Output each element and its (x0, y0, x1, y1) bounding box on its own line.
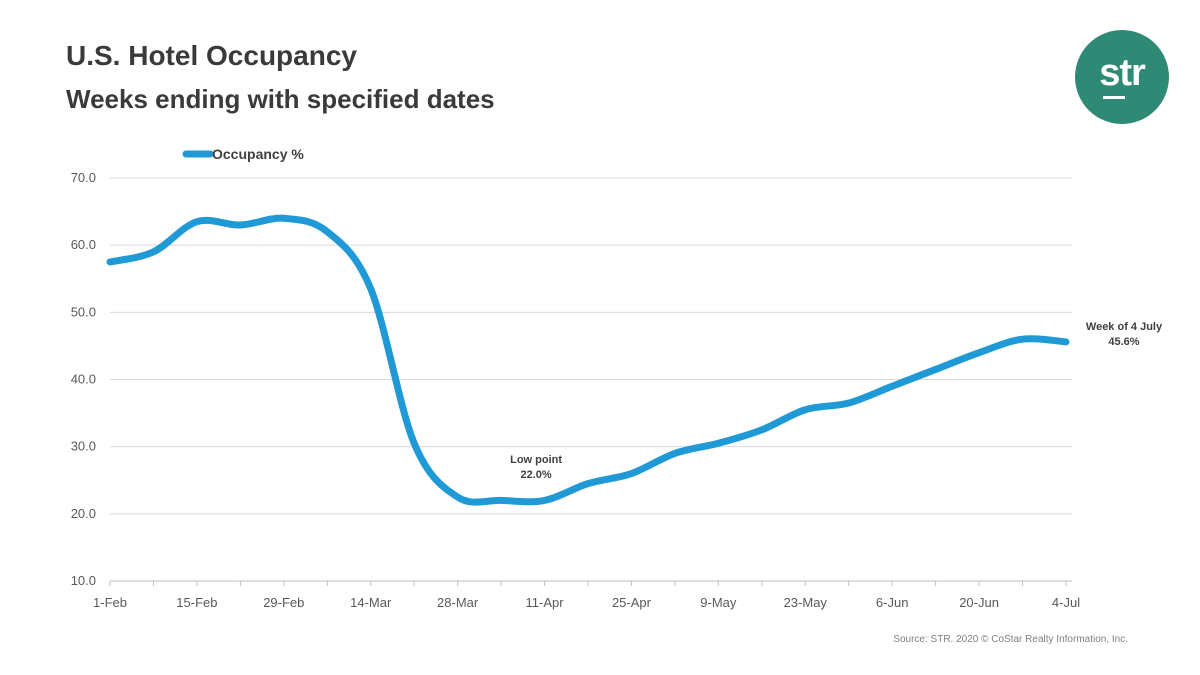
x-tick-label: 6-Jun (876, 595, 909, 610)
source-note: Source: STR. 2020 © CoStar Realty Inform… (893, 634, 1128, 645)
x-tick-label: 25-Apr (612, 595, 652, 610)
x-tick-label: 23-May (784, 595, 828, 610)
y-tick-label: 30.0 (71, 439, 96, 454)
y-tick-label: 20.0 (71, 506, 96, 521)
x-tick-label: 11-Apr (526, 595, 565, 610)
str-logo-text: str (1099, 51, 1146, 94)
chart-gridlines (110, 177, 1072, 515)
annotation-line1: Week of 4 July (1086, 321, 1163, 333)
chart-subtitle: Weeks ending with specified dates (66, 84, 495, 114)
str-logo: str (1075, 30, 1169, 124)
annotation-line2: 22.0% (520, 469, 551, 481)
legend-label: Occupancy % (212, 146, 304, 162)
y-tick-label: 40.0 (71, 372, 96, 387)
y-tick-label: 10.0 (71, 573, 96, 588)
chart-series (106, 214, 1070, 506)
occupancy-series-line (106, 214, 1070, 506)
chart-annotations: Low point 22.0% Week of 4 July 45.6% (510, 321, 1163, 481)
x-axis: 1-Feb 15-Feb 29-Feb 14-Mar 28-Mar 11-Apr 25-Ap… (93, 580, 1080, 610)
chart-title: U.S. Hotel Occupancy (66, 40, 357, 71)
chart-legend: Occupancy % (182, 146, 304, 162)
x-tick-label: 28-Mar (437, 595, 479, 610)
x-tick-label: 15-Feb (176, 595, 217, 610)
x-tick-label: 14-Mar (350, 595, 392, 610)
x-tick-label: 9-May (700, 595, 737, 610)
y-axis-tick-labels: 10.0 20.0 30.0 40.0 50.0 60.0 70.0 (71, 170, 96, 588)
str-logo-underline (1103, 96, 1125, 99)
x-tick-label: 29-Feb (263, 595, 304, 610)
y-tick-label: 60.0 (71, 237, 96, 252)
y-tick-label: 70.0 (71, 170, 96, 185)
x-tick-label: 1-Feb (93, 595, 127, 610)
x-tick-label: 20-Jun (959, 595, 999, 610)
y-tick-label: 50.0 (71, 304, 96, 319)
annotation-line1: Low point (510, 454, 562, 466)
x-tick-label: 4-Jul (1052, 595, 1080, 610)
annotation-line2: 45.6% (1108, 336, 1139, 348)
